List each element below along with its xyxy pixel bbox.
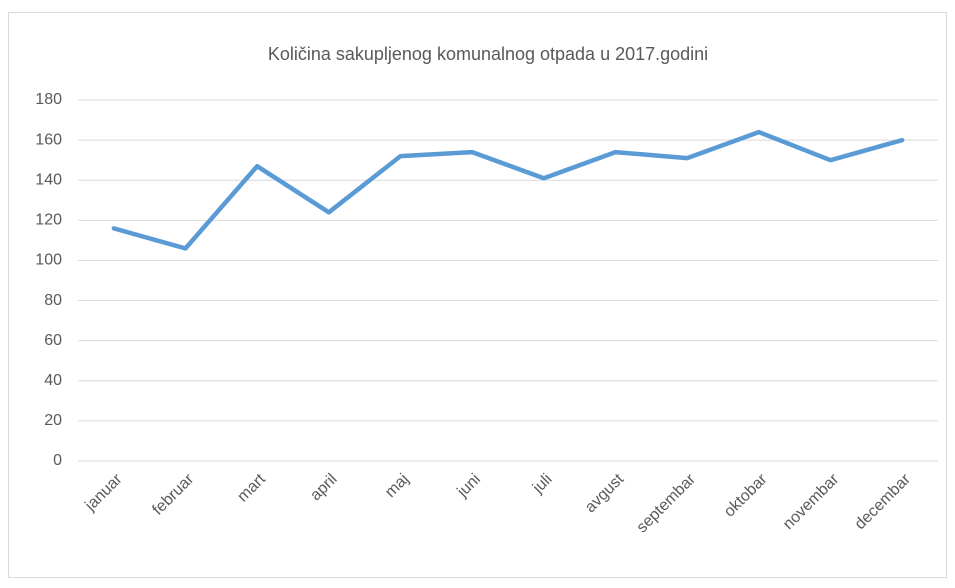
y-tick-label: 0	[53, 452, 62, 469]
y-tick-label: 60	[44, 332, 62, 349]
y-tick-label: 40	[44, 372, 62, 389]
y-tick-label: 180	[35, 91, 62, 108]
y-tick-label: 80	[44, 292, 62, 309]
y-tick-label: 160	[35, 131, 62, 148]
chart-title: Količina sakupljenog komunalnog otpada u…	[268, 44, 708, 64]
line	[111, 129, 905, 251]
y-tick-label: 140	[35, 171, 62, 188]
y-tick-label: 100	[35, 252, 62, 269]
chart-border	[8, 12, 947, 578]
y-tick-label: 120	[35, 212, 62, 229]
y-tick-label: 20	[44, 412, 62, 429]
